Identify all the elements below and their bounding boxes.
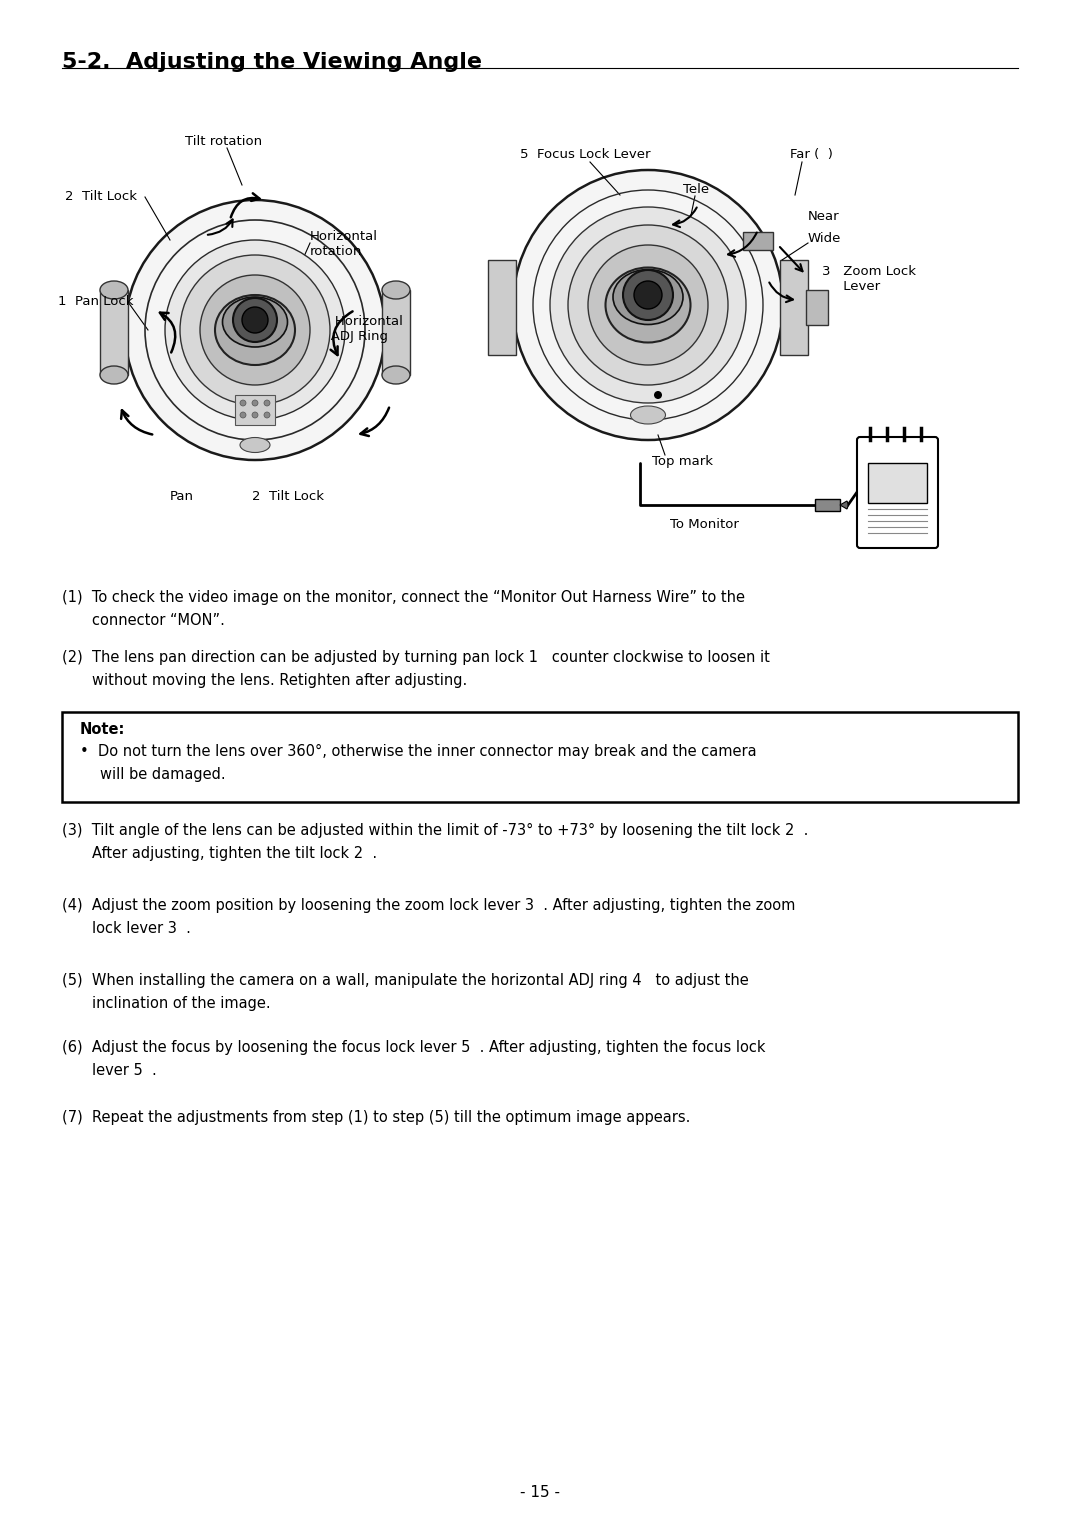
Bar <box>815 498 840 511</box>
Text: 2  Tilt Lock: 2 Tilt Lock <box>252 489 324 503</box>
Ellipse shape <box>240 437 270 453</box>
Ellipse shape <box>100 365 129 384</box>
FancyArrowPatch shape <box>361 408 389 436</box>
Text: After adjusting, tighten the tilt lock 2  .: After adjusting, tighten the tilt lock 2… <box>92 846 377 861</box>
Ellipse shape <box>215 295 295 365</box>
Ellipse shape <box>631 407 665 424</box>
Circle shape <box>252 411 258 417</box>
Circle shape <box>654 391 662 399</box>
Circle shape <box>264 411 270 417</box>
Circle shape <box>634 281 662 309</box>
Text: 3   Zoom Lock
     Lever: 3 Zoom Lock Lever <box>822 265 916 294</box>
Circle shape <box>125 200 384 460</box>
Circle shape <box>588 245 708 365</box>
Text: 4  Horizontal
   ADJ Ring: 4 Horizontal ADJ Ring <box>318 315 403 342</box>
Circle shape <box>252 401 258 407</box>
FancyBboxPatch shape <box>858 437 939 547</box>
FancyArrowPatch shape <box>231 193 259 217</box>
FancyArrowPatch shape <box>728 232 757 257</box>
Circle shape <box>200 275 310 385</box>
Text: (4)  Adjust the zoom position by loosening the zoom lock lever 3  . After adjust: (4) Adjust the zoom position by loosenin… <box>62 898 795 913</box>
Circle shape <box>180 255 330 405</box>
Circle shape <box>165 240 345 420</box>
Ellipse shape <box>222 297 287 347</box>
Bar <box>235 394 275 425</box>
Text: Wide: Wide <box>808 232 841 245</box>
Text: (2)  The lens pan direction can be adjusted by turning pan lock 1   counter cloc: (2) The lens pan direction can be adjust… <box>62 650 770 665</box>
Text: Far (  ): Far ( ) <box>789 148 833 161</box>
Circle shape <box>264 401 270 407</box>
FancyArrowPatch shape <box>780 248 802 271</box>
Bar <box>743 232 773 251</box>
Circle shape <box>623 271 673 320</box>
Text: (3)  Tilt angle of the lens can be adjusted within the limit of -73° to +73° by : (3) Tilt angle of the lens can be adjust… <box>62 823 808 838</box>
Bar <box>100 291 129 375</box>
FancyArrowPatch shape <box>769 283 793 303</box>
FancyArrowPatch shape <box>207 220 232 235</box>
FancyArrowPatch shape <box>330 312 352 355</box>
FancyArrowPatch shape <box>160 312 175 353</box>
Text: (6)  Adjust the focus by loosening the focus lock lever 5  . After adjusting, ti: (6) Adjust the focus by loosening the fo… <box>62 1040 766 1055</box>
Ellipse shape <box>100 281 129 300</box>
Ellipse shape <box>382 365 410 384</box>
Text: 5-2.  Adjusting the Viewing Angle: 5-2. Adjusting the Viewing Angle <box>62 52 482 72</box>
Text: will be damaged.: will be damaged. <box>100 768 226 781</box>
Text: Tilt rotation: Tilt rotation <box>185 135 262 148</box>
Circle shape <box>242 307 268 333</box>
Text: Pan: Pan <box>170 489 194 503</box>
Text: Top mark: Top mark <box>652 456 713 468</box>
Circle shape <box>550 206 746 404</box>
Text: 2  Tilt Lock: 2 Tilt Lock <box>65 190 137 203</box>
Circle shape <box>240 411 246 417</box>
Text: Note:: Note: <box>80 722 125 737</box>
Text: Near: Near <box>808 209 839 223</box>
Ellipse shape <box>613 269 683 324</box>
Bar <box>488 260 516 355</box>
Text: To Monitor: To Monitor <box>670 518 739 531</box>
Text: (1)  To check the video image on the monitor, connect the “Monitor Out Harness W: (1) To check the video image on the moni… <box>62 590 745 605</box>
Bar <box>62 713 1018 803</box>
Text: lever 5  .: lever 5 . <box>92 1063 157 1078</box>
Ellipse shape <box>382 281 410 300</box>
Text: (5)  When installing the camera on a wall, manipulate the horizontal ADJ ring 4 : (5) When installing the camera on a wall… <box>62 972 748 988</box>
FancyArrowPatch shape <box>121 410 152 434</box>
Text: without moving the lens. Retighten after adjusting.: without moving the lens. Retighten after… <box>92 673 468 688</box>
Bar <box>868 463 927 503</box>
Bar <box>806 291 828 326</box>
Text: Horizontal
rotation: Horizontal rotation <box>310 229 378 258</box>
Bar <box>382 291 410 375</box>
Text: •  Do not turn the lens over 360°, otherwise the inner connector may break and t: • Do not turn the lens over 360°, otherw… <box>80 745 757 758</box>
FancyArrowPatch shape <box>673 208 697 228</box>
Text: lock lever 3  .: lock lever 3 . <box>92 920 191 936</box>
Text: (7)  Repeat the adjustments from step (1) to step (5) till the optimum image app: (7) Repeat the adjustments from step (1)… <box>62 1110 690 1125</box>
Text: - 15 -: - 15 - <box>519 1485 561 1500</box>
Wedge shape <box>840 502 848 509</box>
Circle shape <box>233 298 276 342</box>
Bar <box>780 260 808 355</box>
Circle shape <box>513 170 783 440</box>
Circle shape <box>240 401 246 407</box>
Text: 5  Focus Lock Lever: 5 Focus Lock Lever <box>519 148 650 161</box>
Circle shape <box>568 225 728 385</box>
Text: Tele: Tele <box>683 183 710 196</box>
Text: inclination of the image.: inclination of the image. <box>92 995 271 1011</box>
Ellipse shape <box>606 268 690 342</box>
Text: 1  Pan Lock: 1 Pan Lock <box>58 295 134 307</box>
Text: connector “MON”.: connector “MON”. <box>92 613 225 628</box>
